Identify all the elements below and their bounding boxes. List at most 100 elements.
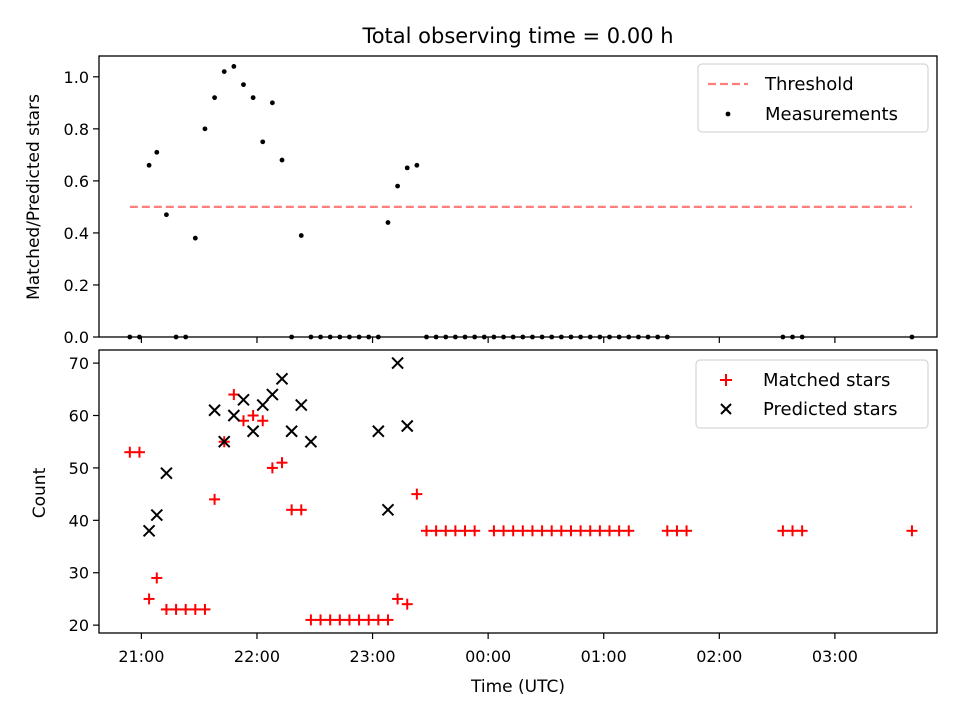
bottom-xtick-label: 01:00 <box>581 647 627 666</box>
measurement-point <box>154 149 160 155</box>
matched-star-point <box>787 525 799 537</box>
matched-star-point <box>143 593 155 605</box>
matched-star-point <box>555 525 567 537</box>
predicted-star-stroke-b <box>246 425 260 438</box>
matched-star-point <box>671 525 683 537</box>
predicted-star-point <box>256 398 269 412</box>
matched-star-point <box>906 525 918 537</box>
predicted-star-stroke-b <box>295 398 308 412</box>
matched-star-point <box>459 525 471 537</box>
predicted-star-point <box>208 404 221 417</box>
matched-star-point <box>449 525 461 537</box>
bottom-xtick-label: 22:00 <box>234 647 280 666</box>
predicted-star-stroke-b <box>256 398 269 412</box>
matched-star-point <box>363 614 375 626</box>
matched-star-point <box>546 525 558 537</box>
predicted-star-point <box>275 372 289 386</box>
measurement-point <box>260 139 266 145</box>
matched-star-point <box>526 525 538 537</box>
bottom-xtick-label: 02:00 <box>696 647 742 666</box>
measurement-point <box>146 162 152 168</box>
matched-star-point <box>295 504 307 516</box>
bottom-ytick-label: 60 <box>69 407 89 426</box>
matched-star-point <box>228 389 240 401</box>
predicted-star-stroke-b <box>381 503 395 517</box>
bottom-xlabel: Time (UTC) <box>470 677 565 697</box>
bottom-ytick-label: 30 <box>69 564 89 583</box>
measurement-point <box>221 69 227 75</box>
predicted-star-stroke-b <box>227 409 241 422</box>
top-title: Total observing time = 0.00 h <box>361 24 673 48</box>
measurement-point <box>298 233 304 238</box>
matched-star-point <box>305 614 317 626</box>
bottom-axes-frame <box>98 349 938 634</box>
predicted-star-stroke-b <box>160 466 173 480</box>
predicted-star-point <box>227 409 241 422</box>
measurement-point <box>250 95 256 101</box>
predicted-star-point <box>218 435 231 448</box>
bottom-legend-box <box>695 359 929 429</box>
top-ytick-label: 0.0 <box>64 328 89 347</box>
matched-star-point <box>276 457 288 469</box>
predicted-star-point <box>381 503 395 517</box>
top-ytick-label: 0.8 <box>64 120 89 139</box>
matched-star-point <box>315 614 327 626</box>
predicted-star-point <box>150 508 164 522</box>
bottom-ytick-label: 20 <box>69 616 89 635</box>
top-ylabel: Matched/Predicted stars <box>24 94 44 300</box>
matched-star-point <box>199 603 211 615</box>
measurement-point <box>279 157 285 163</box>
legend-measurements-swatch <box>725 111 731 117</box>
top-plot-area: 0.0 0.2 0.4 0.6 0.8 1.0 <box>64 64 915 347</box>
bottom-ytick-label: 40 <box>69 511 89 530</box>
matched-star-point <box>324 614 336 626</box>
matched-star-point <box>286 504 298 516</box>
matched-star-point <box>334 614 346 626</box>
predicted-star-stroke-b <box>142 524 156 538</box>
matched-star-point <box>160 603 172 615</box>
predicted-star-stroke-b <box>218 435 231 448</box>
matched-star-point <box>237 415 249 427</box>
legend-matched-label: Matched stars <box>763 370 890 391</box>
matched-star-point <box>401 598 413 610</box>
matched-star-point <box>411 488 423 500</box>
top-legend: Threshold Measurements <box>697 63 929 133</box>
matched-star-point <box>430 525 442 537</box>
measurement-point <box>192 235 198 241</box>
matched-star-point <box>488 525 500 537</box>
measurement-point <box>241 82 246 88</box>
matched-star-point <box>124 446 136 458</box>
predicted-star-stroke-b <box>391 356 404 370</box>
matched-star-point <box>133 446 145 458</box>
predicted-star-stroke-b <box>237 393 250 406</box>
measurement-point <box>404 165 410 171</box>
bottom-ytick-label: 70 <box>69 354 89 373</box>
measurement-point <box>164 212 169 218</box>
predicted-star-point <box>304 435 318 448</box>
matched-star-point <box>507 525 519 537</box>
bottom-xtick-label: 00:00 <box>465 647 511 666</box>
predicted-star-point <box>246 425 260 438</box>
predicted-star-point <box>391 356 404 370</box>
matched-star-point <box>266 462 278 474</box>
measurement-point <box>385 220 391 225</box>
matched-star-point <box>382 614 394 626</box>
measurement-point <box>414 162 420 168</box>
legend-measurements-label: Measurements <box>765 104 898 125</box>
matched-star-point <box>343 614 355 626</box>
predicted-star-point <box>401 419 414 433</box>
matched-star-point <box>796 525 808 537</box>
predicted-star-point <box>142 524 156 538</box>
predicted-star-stroke-b <box>208 404 221 417</box>
matched-star-point <box>777 525 789 537</box>
top-ytick-label: 0.2 <box>64 276 89 295</box>
bottom-xtick-label: 21:00 <box>118 647 164 666</box>
bottom-legend: Matched stars Predicted stars <box>695 359 929 429</box>
matched-star-point <box>440 525 452 537</box>
legend-threshold-label: Threshold <box>764 74 854 95</box>
matched-star-point <box>613 525 625 537</box>
bottom-xtick-label: 23:00 <box>349 647 395 666</box>
matched-star-point <box>392 593 404 605</box>
measurement-point <box>269 100 275 106</box>
